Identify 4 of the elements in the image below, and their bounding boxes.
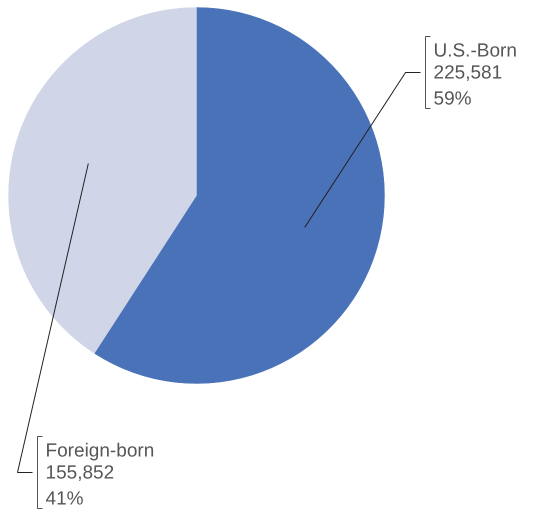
slice-label: U.S.-Born xyxy=(434,40,517,62)
slice-label: Foreign-born xyxy=(46,440,154,462)
data-label: 225,581 59% xyxy=(434,62,502,110)
data-label: 155,852 41% xyxy=(46,462,114,510)
